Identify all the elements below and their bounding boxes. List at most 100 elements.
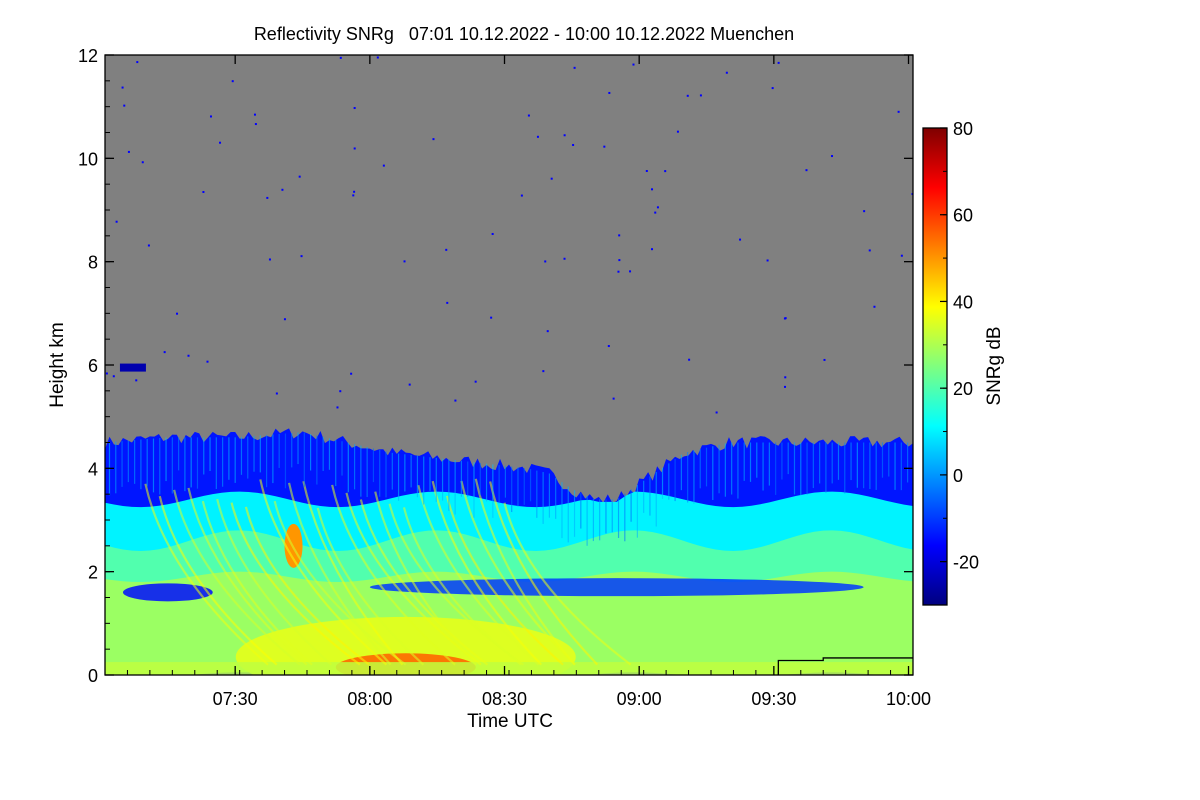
- fallstreak: [503, 502, 632, 666]
- fallstreak: [445, 495, 564, 666]
- noise-echo-dot: [725, 71, 728, 74]
- noise-echo-dot: [676, 130, 679, 133]
- noise-echo-dot: [573, 66, 576, 69]
- fallstreak: [460, 480, 576, 666]
- noise-echo-dot: [608, 91, 611, 94]
- noise-echo-dots: [105, 56, 913, 414]
- noise-echo-dot: [231, 80, 234, 83]
- noise-echo-dot: [563, 134, 566, 137]
- fallstreak: [158, 495, 278, 666]
- noise-echo-dot: [632, 63, 635, 66]
- colorbar-tick-label: 20: [953, 379, 973, 399]
- noise-echo-dot: [766, 259, 769, 262]
- noise-echo-dot: [209, 115, 212, 118]
- x-tick-label: 09:00: [617, 689, 662, 709]
- fallstreak: [230, 502, 361, 666]
- noise-echo-dot: [432, 138, 435, 141]
- noise-echo-dot: [686, 94, 689, 97]
- fallstreak: [374, 491, 477, 666]
- noise-echo-dot: [187, 354, 190, 357]
- noise-echo-dot: [688, 358, 691, 361]
- noise-echo-dot: [651, 188, 654, 191]
- x-tick-label: 10:00: [886, 689, 931, 709]
- y-axis-label: Height km: [47, 322, 68, 408]
- noise-echo-dot: [771, 87, 774, 90]
- plot-area: [105, 55, 913, 675]
- colorbar-ticks: -20 0 20 40 60 80: [940, 119, 979, 606]
- noise-echo-dot: [873, 305, 876, 308]
- fallstreak: [431, 480, 543, 666]
- noise-echo-dot: [550, 177, 553, 180]
- heatmap-streaks: [108, 432, 909, 666]
- colorbar-label: SNRg dB: [984, 326, 1005, 405]
- noise-echo-dot: [542, 370, 545, 373]
- noise-echo-dot: [446, 301, 449, 304]
- noise-echo-dot: [863, 210, 866, 213]
- noise-echo-dot: [651, 248, 654, 251]
- y-tick-label: 6: [88, 356, 98, 376]
- noise-echo-dot: [900, 254, 903, 257]
- isolated-echo: [119, 363, 146, 372]
- noise-echo-dot: [382, 164, 385, 167]
- noise-echo-dot: [300, 255, 303, 258]
- noise-echo-dot: [352, 194, 355, 197]
- x-tick-label: 09:30: [751, 689, 796, 709]
- noise-echo-dot: [897, 110, 900, 113]
- low-snr-band: [122, 583, 213, 602]
- noise-echo-dot: [105, 372, 108, 375]
- fallstreak: [316, 507, 425, 666]
- colorbar-tick-label: 60: [953, 206, 973, 226]
- noise-echo-dot: [112, 375, 115, 378]
- colorbar-tick-label: -20: [953, 553, 979, 573]
- noise-echo-dot: [136, 61, 139, 64]
- x-tick-label: 08:00: [347, 689, 392, 709]
- noise-echo-dot: [353, 107, 356, 110]
- noise-echo-dot: [603, 145, 606, 148]
- noise-echo-dot: [121, 86, 124, 89]
- noise-echo-dot: [868, 249, 871, 252]
- y-tick-label: 10: [78, 149, 98, 169]
- noise-echo-dot: [353, 147, 356, 150]
- noise-echo-dot: [664, 170, 667, 173]
- noise-echo-dot: [336, 406, 339, 409]
- annotation-line: [777, 657, 913, 675]
- noise-echo-dot: [254, 123, 257, 126]
- noise-echo-dot: [739, 238, 742, 241]
- noise-echo-dot: [403, 260, 406, 263]
- noise-echo-dot: [527, 114, 530, 117]
- noise-echo-dot: [618, 259, 621, 262]
- fallstreak: [244, 506, 370, 666]
- noise-echo-dot: [805, 169, 808, 172]
- y-tick-label: 8: [88, 253, 98, 273]
- noise-echo-dot: [253, 113, 256, 116]
- noise-echo-dot: [474, 380, 477, 383]
- fallstreak: [273, 500, 407, 666]
- fallstreak: [402, 507, 522, 666]
- x-axis: 07:30 08:00 08:30 09:00 09:30 10:00: [104, 55, 931, 709]
- colorbar-scale: [922, 127, 948, 606]
- fallstreak: [417, 484, 540, 666]
- noise-echo-dot: [715, 411, 718, 414]
- noise-echo-dot: [281, 188, 284, 191]
- noise-echo-dot: [298, 175, 301, 178]
- fallstreak: [187, 487, 308, 666]
- fallstreak: [331, 484, 456, 666]
- noise-echo-dot: [339, 390, 342, 393]
- noise-echo-dot: [645, 169, 648, 172]
- noise-echo-dot: [350, 372, 353, 375]
- fallstreak: [474, 478, 576, 666]
- fallstreak: [144, 483, 269, 666]
- noise-echo-dot: [777, 61, 780, 64]
- fallstreak: [216, 498, 333, 666]
- noise-echo-dot: [546, 330, 549, 333]
- noise-echo-dot: [784, 385, 787, 388]
- fallstreak: [259, 479, 388, 666]
- x-tick-label: 07:30: [213, 689, 258, 709]
- noise-echo-dot: [823, 358, 826, 361]
- noise-echo-dot: [490, 316, 493, 319]
- noise-echo-dot: [445, 248, 448, 251]
- noise-echo-dot: [563, 257, 566, 260]
- fallstreak: [201, 500, 313, 666]
- noise-echo-dot: [831, 155, 834, 158]
